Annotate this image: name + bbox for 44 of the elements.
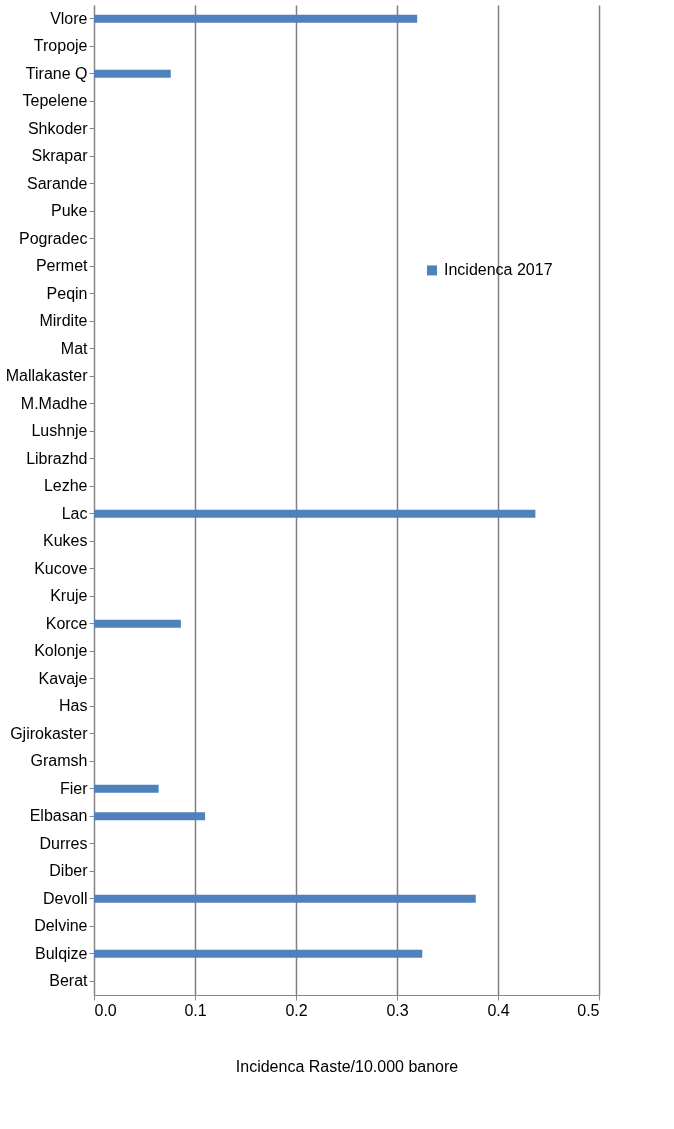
x-tick-label: 0.1 bbox=[184, 1001, 207, 1019]
y-tick-label: Peqin bbox=[46, 284, 88, 302]
y-tick-label: Has bbox=[59, 697, 88, 715]
y-tick-label: Sarande bbox=[27, 174, 88, 192]
y-tick-label: Durres bbox=[39, 834, 88, 852]
x-tick-label: 0.5 bbox=[577, 1001, 600, 1019]
y-tick-label: Shkoder bbox=[27, 119, 89, 137]
y-tick-label: Lac bbox=[61, 504, 88, 522]
y-tick-label: Kruje bbox=[50, 587, 88, 605]
y-tick-label: Permet bbox=[35, 257, 89, 275]
legend-label: Incidenca 2017 bbox=[444, 261, 553, 279]
y-tick-label: Kucove bbox=[34, 559, 88, 577]
y-tick-label: Mallakaster bbox=[5, 367, 89, 385]
y-tick-label: Vlore bbox=[50, 9, 88, 27]
y-tick-label: M.Madhe bbox=[20, 394, 88, 412]
y-tick-label: Delvine bbox=[34, 917, 88, 935]
y-tick-label: Korce bbox=[45, 614, 88, 632]
y-tick-label: Bulqize bbox=[35, 944, 88, 962]
y-tick-label: Elbasan bbox=[29, 807, 88, 825]
y-tick-label: Berat bbox=[49, 972, 89, 990]
y-tick-label: Lezhe bbox=[43, 477, 88, 495]
y-tick-label: Diber bbox=[49, 862, 89, 880]
y-tick-label: Mirdite bbox=[39, 312, 88, 330]
y-tick-label: Tepelene bbox=[22, 92, 88, 110]
x-tick-label: 0.4 bbox=[487, 1001, 510, 1019]
y-tick-label: Tirane Q bbox=[25, 64, 88, 82]
y-tick-label: Kavaje bbox=[38, 669, 88, 687]
y-tick-label: Lushnje bbox=[31, 422, 88, 440]
y-tick-label: Kukes bbox=[43, 532, 88, 550]
y-tick-label: Pogradec bbox=[19, 229, 88, 247]
y-tick-label: Fier bbox=[59, 779, 89, 797]
y-tick-label: Mat bbox=[60, 339, 89, 357]
x-tick-label: 0.3 bbox=[386, 1001, 409, 1019]
y-tick-label: Librazhd bbox=[26, 449, 88, 467]
y-tick-label: Gjirokaster bbox=[10, 724, 89, 742]
y-tick-label: Gramsh bbox=[30, 752, 88, 770]
y-tick-label: Kolonje bbox=[34, 642, 88, 660]
y-tick-label: Tropoje bbox=[33, 37, 88, 55]
y-tick-label: Skrapar bbox=[31, 147, 89, 165]
x-tick-label: 0.2 bbox=[285, 1001, 308, 1019]
x-tick-label: 0.0 bbox=[94, 1001, 117, 1019]
y-tick-label: Devoll bbox=[43, 889, 88, 907]
x-axis-title: Incidenca Raste/10.000 banore bbox=[235, 1057, 459, 1075]
y-tick-label: Puke bbox=[51, 202, 88, 220]
